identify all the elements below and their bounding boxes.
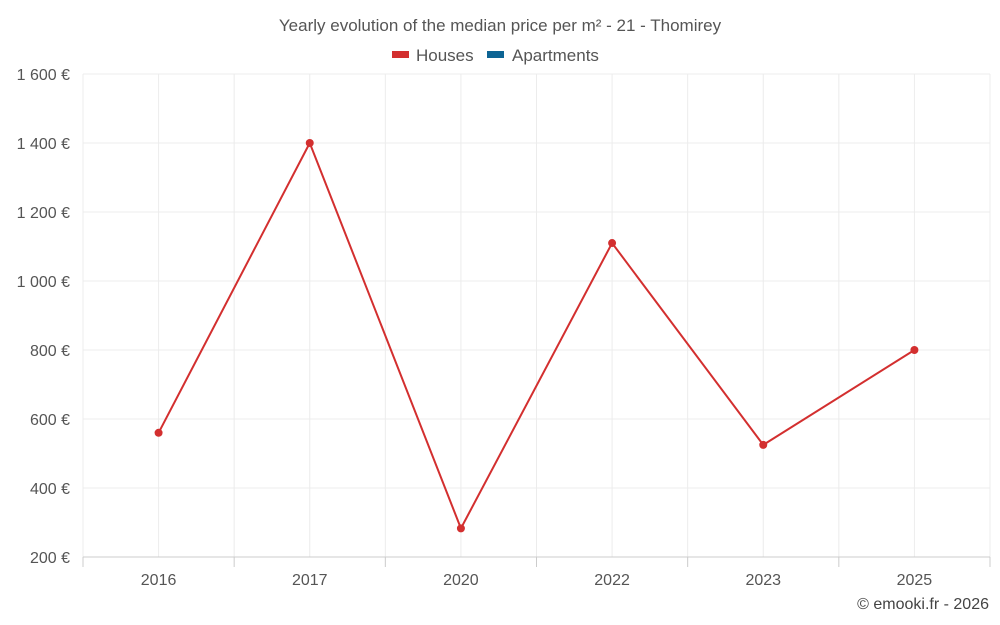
x-tick-label: 2016 xyxy=(141,572,177,589)
x-tick-label: 2017 xyxy=(292,572,328,589)
y-tick-label: 400 € xyxy=(30,481,70,498)
legend-label-houses: Houses xyxy=(416,46,474,65)
axes xyxy=(82,556,991,567)
y-tick-label: 1 600 € xyxy=(17,67,70,84)
y-tick-label: 200 € xyxy=(30,550,70,567)
legend-swatch-apartments xyxy=(487,51,504,58)
data-point-houses[interactable] xyxy=(759,440,768,449)
y-tick-label: 1 000 € xyxy=(17,274,70,291)
legend-label-apartments: Apartments xyxy=(512,46,599,65)
series-houses xyxy=(154,139,919,533)
chart-title: Yearly evolution of the median price per… xyxy=(279,16,722,35)
y-tick-labels: 200 € 400 € 600 € 800 € 1 000 € 1 200 € 1 400 … xyxy=(17,67,70,567)
data-point-houses[interactable] xyxy=(910,346,919,354)
legend: Houses Apartments xyxy=(392,46,599,65)
data-point-houses[interactable] xyxy=(608,239,617,248)
y-tick-label: 1 200 € xyxy=(17,205,70,222)
x-tick-label: 2020 xyxy=(443,572,479,589)
x-tick-label: 2023 xyxy=(745,572,781,589)
legend-item-houses[interactable]: Houses xyxy=(392,46,474,65)
x-tick-label: 2025 xyxy=(897,572,933,589)
x-tick-labels: 2016 2017 2020 2022 2023 2025 xyxy=(141,572,933,589)
credit-text: © emooki.fr - 2026 xyxy=(857,596,989,613)
legend-swatch-houses xyxy=(392,51,409,58)
series-line-houses xyxy=(157,142,915,530)
y-tick-label: 600 € xyxy=(30,412,70,429)
x-tick-label: 2022 xyxy=(594,572,630,589)
y-tick-label: 1 400 € xyxy=(17,136,70,153)
legend-item-apartments[interactable]: Apartments xyxy=(487,46,599,65)
data-point-houses[interactable] xyxy=(154,428,163,437)
data-point-houses[interactable] xyxy=(305,139,314,147)
y-tick-label: 800 € xyxy=(30,343,70,360)
data-point-houses[interactable] xyxy=(456,524,465,533)
gridlines xyxy=(82,73,991,557)
